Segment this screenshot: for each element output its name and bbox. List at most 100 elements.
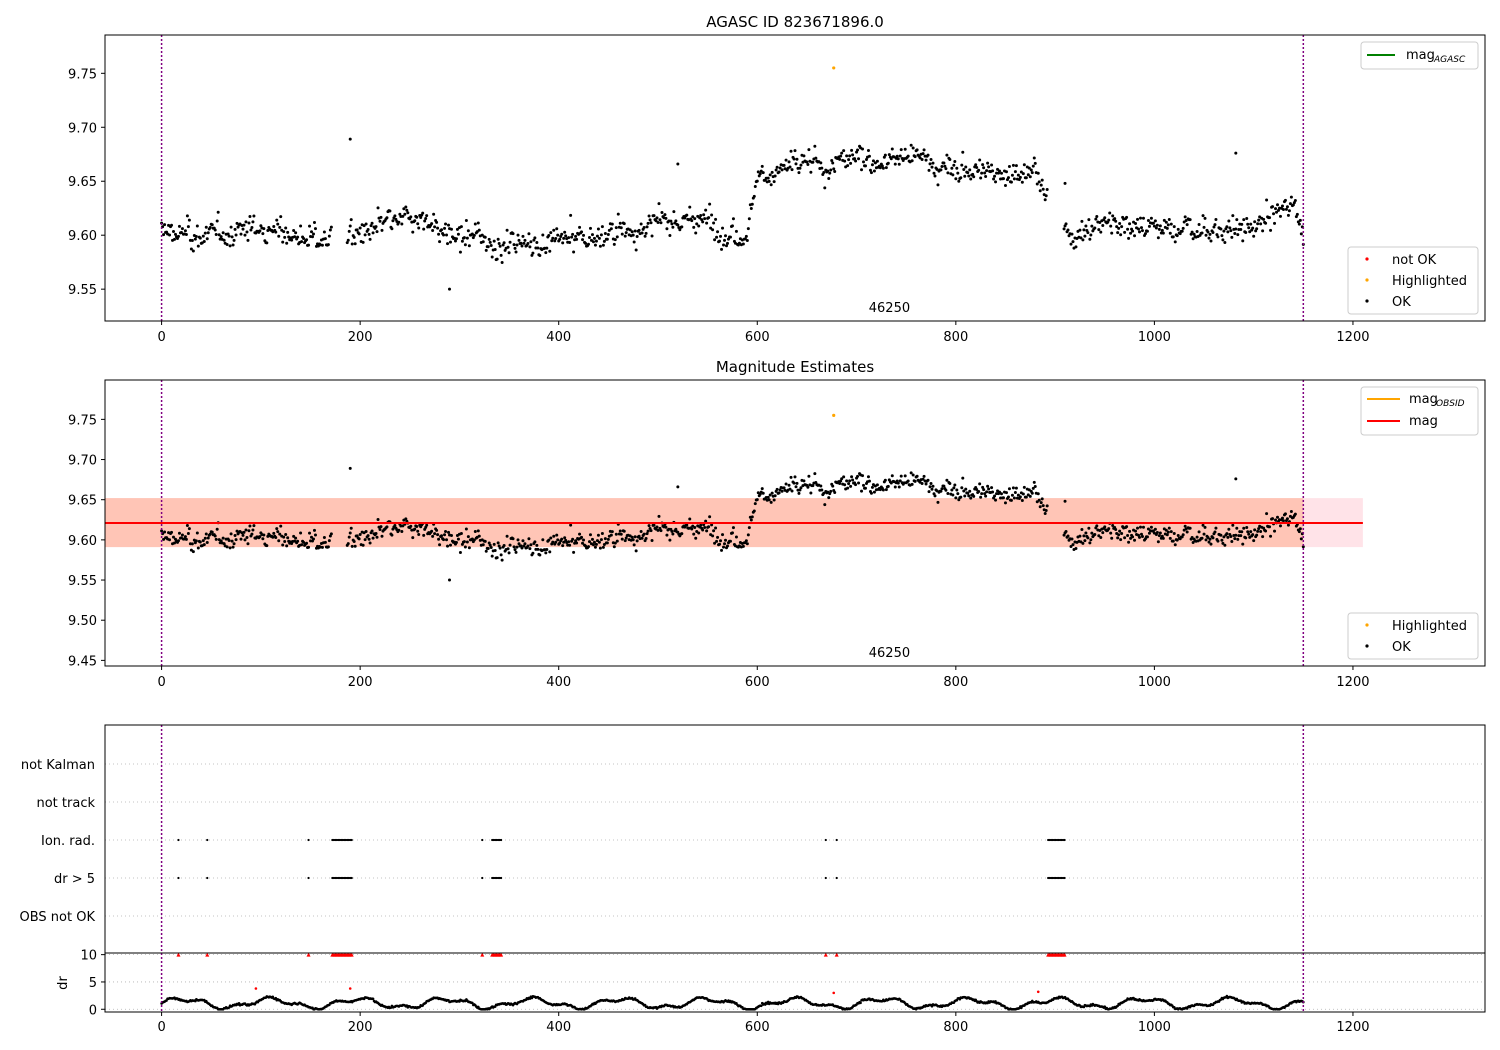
ok-point xyxy=(1161,231,1165,235)
ok-point xyxy=(854,159,858,163)
ok-point xyxy=(1137,227,1141,231)
ok-point xyxy=(1016,173,1020,177)
ok-point xyxy=(956,171,960,175)
ok-point xyxy=(1003,501,1007,505)
x-tick-label: 600 xyxy=(745,1020,770,1035)
ok-point xyxy=(516,538,520,542)
ok-point xyxy=(163,223,167,227)
ok-point xyxy=(809,170,813,174)
ok-point xyxy=(712,221,716,225)
ok-point xyxy=(1214,217,1218,221)
ok-point xyxy=(1084,224,1088,228)
ok-point xyxy=(930,165,934,169)
ok-point xyxy=(594,239,598,243)
ok-point xyxy=(1131,229,1135,233)
ok-point xyxy=(1252,539,1256,543)
ok-point xyxy=(511,232,515,236)
ok-point xyxy=(672,210,676,214)
ok-point xyxy=(417,533,421,537)
ok-point xyxy=(860,489,864,493)
ok-point xyxy=(204,532,208,536)
ok-point xyxy=(242,223,246,227)
ok-point xyxy=(367,232,371,236)
dr-ok-point xyxy=(371,997,375,1001)
ok-point xyxy=(694,536,698,540)
ok-point xyxy=(596,533,600,537)
ok-point xyxy=(462,236,466,240)
ok-point xyxy=(1146,527,1150,531)
ok-point xyxy=(586,242,590,246)
ok-point xyxy=(1171,539,1175,543)
ok-point xyxy=(1240,530,1244,534)
ok-point xyxy=(994,498,998,502)
ok-point xyxy=(170,530,174,534)
ok-point xyxy=(1036,171,1040,175)
ok-point xyxy=(281,240,285,244)
ok-point xyxy=(234,538,238,542)
ok-point xyxy=(768,173,772,177)
ok-point xyxy=(1278,214,1282,218)
ok-point xyxy=(417,226,421,230)
ok-point xyxy=(582,233,586,237)
ok-point xyxy=(1207,540,1211,544)
ok-point xyxy=(1256,222,1260,226)
ok-point xyxy=(547,234,551,238)
ok-point xyxy=(1146,219,1150,223)
ok-point xyxy=(870,163,874,167)
ok-point xyxy=(203,536,207,540)
ok-point xyxy=(348,137,352,141)
ok-point xyxy=(1203,216,1207,220)
ok-point xyxy=(775,487,779,491)
ok-point xyxy=(640,536,644,540)
ok-point xyxy=(398,212,402,216)
ok-point xyxy=(371,231,375,235)
ok-point xyxy=(1229,534,1233,538)
dr-ok-point xyxy=(1103,1005,1107,1009)
ok-point xyxy=(1204,233,1208,237)
ok-point xyxy=(861,147,865,151)
ok-point xyxy=(745,542,749,546)
ok-point xyxy=(250,225,254,229)
ok-point xyxy=(952,163,956,167)
ok-point xyxy=(513,246,517,250)
ok-point xyxy=(1138,230,1142,234)
ok-point xyxy=(690,527,694,531)
ok-point xyxy=(233,227,237,231)
ok-point xyxy=(431,228,435,232)
ok-point xyxy=(646,529,650,533)
x-tick-label: 200 xyxy=(348,330,373,345)
ok-point xyxy=(880,164,884,168)
ok-point xyxy=(489,243,493,247)
ok-point xyxy=(1195,535,1199,539)
panel1-obsid-label: 46250 xyxy=(869,301,910,316)
ok-point xyxy=(562,540,566,544)
x-tick-label: 0 xyxy=(157,1020,165,1035)
ok-point xyxy=(823,186,827,190)
ok-point xyxy=(545,246,549,250)
ok-point xyxy=(639,222,643,226)
ok-point xyxy=(1272,212,1276,216)
ok-point xyxy=(225,243,229,247)
ok-point xyxy=(1295,212,1299,216)
ok-point xyxy=(1156,540,1160,544)
dr-notok-point xyxy=(348,987,352,990)
ok-point xyxy=(1230,539,1234,543)
flag-marker xyxy=(835,876,838,880)
ok-point xyxy=(313,227,317,231)
ok-point xyxy=(1062,533,1066,537)
ok-point xyxy=(1294,215,1298,219)
ok-point xyxy=(515,243,519,247)
ok-point xyxy=(232,238,236,242)
ok-point xyxy=(856,474,860,478)
ok-point xyxy=(620,232,624,236)
ok-point xyxy=(718,239,722,243)
ok-point xyxy=(870,485,874,489)
ok-point xyxy=(286,230,290,234)
ok-point xyxy=(1157,227,1161,231)
ok-point xyxy=(563,230,567,234)
ok-point xyxy=(1140,534,1144,538)
ok-point xyxy=(246,238,250,242)
ok-point xyxy=(1013,491,1017,495)
ok-point xyxy=(307,243,311,247)
